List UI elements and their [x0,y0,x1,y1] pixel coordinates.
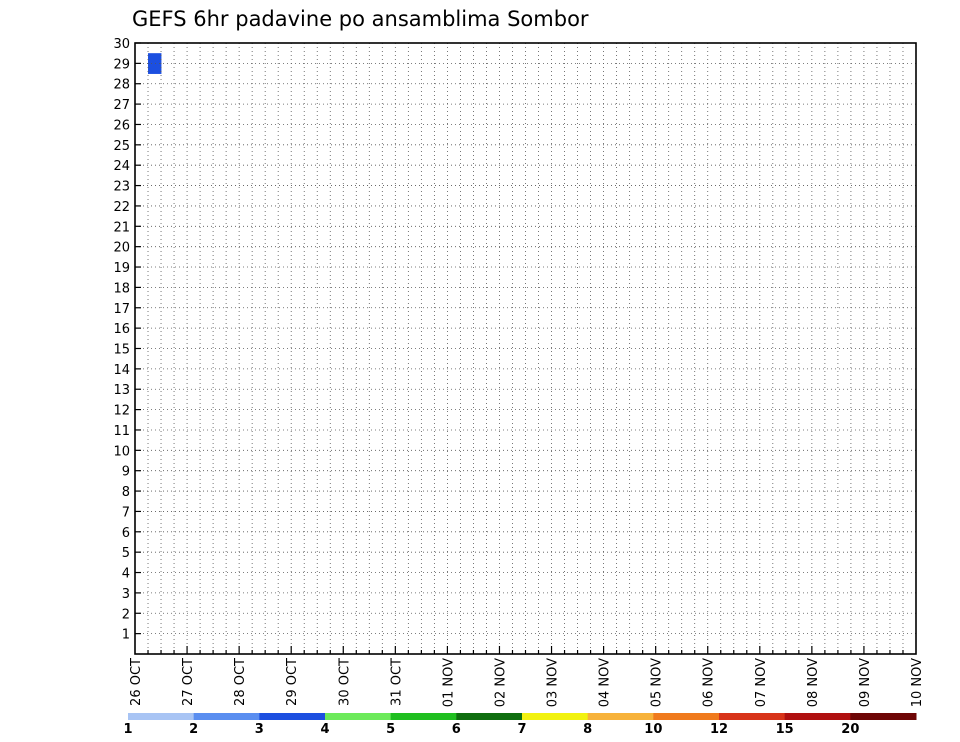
x-tick-label: 28 OCT [233,658,248,706]
x-tick-label: 30 OCT [337,658,352,706]
colorbar-segment [850,713,917,720]
colorbar-label: 5 [386,722,395,737]
colorbar-label: 7 [517,722,526,737]
colorbar-label: 1 [123,722,132,737]
y-tick-label: 2 [122,607,130,622]
colorbar-segment [128,713,195,720]
y-tick-label: 24 [113,159,130,174]
y-tick-label: 21 [113,220,130,235]
x-axis: 26 OCT 27 OCT 28 OCT 29 OCT 30 OCT 31 OCT 01 N… [129,646,925,707]
heatmap-cells [148,53,162,74]
y-tick-label: 15 [113,343,130,358]
x-tick-label: 03 NOV [546,658,561,707]
x-tick-label: 07 NOV [754,658,769,707]
y-tick-label: 7 [122,505,130,520]
y-tick-label: 26 [113,118,130,133]
colorbar: 1 2 3 4 5 6 7 8 10 12 15 20 [123,713,917,737]
colorbar-segment [259,713,326,720]
y-tick-label: 25 [113,139,130,154]
y-tick-label: 19 [113,261,130,276]
y-tick-label: 16 [113,322,130,337]
colorbar-segment [325,713,392,720]
x-tick-label: 06 NOV [702,658,717,707]
colorbar-segment [522,713,589,720]
colorbar-segment [193,713,260,720]
chart-title: GEFS 6hr padavine po ansamblima Sombor [132,7,589,31]
colorbar-segment [587,713,654,720]
y-tick-label: 17 [113,302,130,317]
plot-frame [134,42,917,655]
y-tick-label: 6 [122,526,130,541]
y-axis: 1234567891011121314151617181920212223242… [113,37,141,643]
colorbar-label: 4 [320,722,329,737]
colorbar-label: 2 [189,722,198,737]
colorbar-label: 15 [776,722,794,737]
y-tick-label: 28 [113,78,130,93]
x-tick-label: 02 NOV [494,658,509,707]
x-tick-label: 04 NOV [598,658,613,707]
y-tick-label: 30 [113,37,130,52]
colorbar-label: 3 [255,722,264,737]
colorbar-segment [719,713,786,720]
y-tick-label: 22 [113,200,130,215]
x-tick-label: 09 NOV [858,658,873,707]
y-tick-label: 9 [122,465,130,480]
x-tick-label: 08 NOV [806,658,821,707]
colorbar-segment [456,713,523,720]
colorbar-label: 20 [841,722,859,737]
y-tick-label: 23 [113,180,130,195]
y-tick-label: 13 [113,383,130,398]
x-tick-label: 31 OCT [389,658,404,706]
colorbar-segment [653,713,720,720]
colorbar-segment [784,713,851,720]
heatmap-cell [148,53,162,74]
x-tick-label: 26 OCT [129,658,144,706]
grid-lines [135,42,916,654]
x-tick-label: 27 OCT [181,658,196,706]
colorbar-label: 10 [644,722,662,737]
y-tick-label: 27 [113,98,130,113]
y-tick-label: 11 [113,424,130,439]
y-tick-label: 14 [113,363,130,378]
y-tick-label: 4 [122,567,130,582]
y-tick-label: 10 [113,444,130,459]
x-tick-label: 29 OCT [285,658,300,706]
y-tick-label: 8 [122,485,130,500]
y-tick-label: 12 [113,404,130,419]
colorbar-segment [390,713,457,720]
y-tick-label: 18 [113,281,130,296]
colorbar-label: 12 [710,722,728,737]
y-tick-label: 20 [113,241,130,256]
y-tick-label: 3 [122,587,130,602]
x-tick-label: 10 NOV [910,658,925,707]
y-tick-label: 29 [113,57,130,72]
y-tick-label: 5 [122,546,130,561]
x-tick-label: 01 NOV [441,658,456,707]
x-tick-label: 05 NOV [650,658,665,707]
y-tick-label: 1 [122,628,130,643]
colorbar-label: 6 [452,722,461,737]
colorbar-label: 8 [583,722,592,737]
